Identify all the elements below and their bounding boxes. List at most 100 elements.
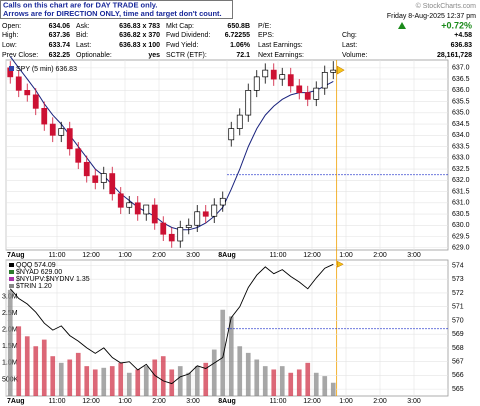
volume-bar — [271, 369, 277, 396]
candle-body — [92, 175, 99, 183]
field-value: 28,161,728 — [437, 52, 472, 59]
field-label: Mkt Cap: — [166, 23, 194, 30]
note: Calls on this chart are for DAY TRADE on… — [3, 0, 157, 9]
field-label: Bid: — [76, 32, 88, 39]
candle-body — [279, 74, 286, 80]
x-tick-label: 7Aug — [7, 398, 25, 405]
volume-bar — [152, 359, 158, 396]
y-tick-label: 573 — [452, 276, 464, 283]
legend-label: $TRIN 1.20 — [16, 283, 52, 290]
notes-box — [0, 0, 233, 19]
legend-swatch — [9, 284, 14, 288]
candle-body — [296, 85, 303, 93]
candle-body — [66, 128, 73, 150]
field-value: 633.74 — [49, 42, 71, 49]
volume-bar — [211, 349, 217, 396]
field-label: Fwd Yield: — [166, 42, 198, 49]
volume-bar — [296, 369, 302, 396]
y-tick-label: 631.0 — [452, 200, 470, 207]
y-tick-label: 571 — [452, 304, 464, 311]
volume-bar — [92, 369, 98, 396]
volume-bar — [41, 339, 47, 396]
candle-body — [126, 202, 133, 208]
candle-body — [41, 107, 48, 125]
x-tick-label: 11:00 — [270, 252, 287, 259]
x-tick-label: 1:00 — [118, 252, 132, 259]
field-value: 1.06% — [230, 42, 251, 49]
volume-bar — [16, 326, 22, 396]
x-tick-label: 12:00 — [303, 398, 321, 405]
y-tick-label: 574 — [452, 262, 464, 269]
x-tick-label: 2:00 — [373, 398, 387, 405]
field-label: P/E: — [258, 23, 271, 30]
y-tick-label: 630.0 — [452, 222, 470, 229]
volume-bar — [203, 362, 209, 396]
direction-arrow — [337, 65, 345, 75]
x-tick-label: 12:00 — [82, 252, 100, 259]
y-tick-label: 637.0 — [452, 65, 470, 72]
y-tick-label: 635.0 — [452, 110, 470, 117]
volume-bar — [254, 359, 260, 396]
volume-bar — [160, 356, 166, 396]
candle-body — [245, 90, 252, 116]
y-tick-label: 629.0 — [452, 245, 470, 252]
credit: © StockCharts.com — [416, 2, 477, 10]
field-value: 634.06 — [49, 23, 71, 30]
volume-bar — [237, 346, 243, 396]
x-tick-label: 12:00 — [303, 252, 321, 259]
x-tick-label: 3:00 — [186, 398, 200, 405]
volume-bar — [118, 362, 124, 396]
field-label: Last Earnings: — [258, 42, 303, 49]
candle-body — [32, 94, 39, 109]
candle-body — [100, 173, 107, 183]
y-tick-label: 631.5 — [452, 188, 470, 195]
y-tick-label: 635.5 — [452, 98, 470, 105]
volume-bar — [126, 372, 132, 396]
field-label: SCTR (ETF): — [166, 52, 207, 59]
y-tick-label: 629.5 — [452, 233, 470, 240]
legend-swatch — [9, 270, 14, 274]
volume-bar — [305, 362, 311, 396]
x-tick-label: 2:00 — [152, 398, 166, 405]
volume-bar — [143, 366, 149, 396]
candle-body — [321, 72, 328, 89]
volume-bar — [7, 289, 13, 396]
moving-average — [9, 56, 334, 231]
candle-body — [270, 69, 277, 80]
field-value: 636.82 x 370 — [119, 32, 160, 39]
volume-bar — [135, 369, 141, 396]
volume-bar — [67, 359, 73, 396]
candle-body — [134, 202, 141, 215]
legend-swatch — [9, 263, 14, 267]
field-label: Chg: — [342, 32, 357, 39]
volume-bar — [194, 366, 200, 396]
x-tick-label: 7Aug — [7, 252, 25, 259]
y-tick-label: 634.0 — [452, 132, 470, 139]
candle-body — [304, 92, 311, 100]
x-tick-label: 1:00 — [339, 398, 353, 405]
field-value: 72.1 — [236, 52, 250, 59]
volume-bar — [109, 366, 115, 396]
candle-body — [211, 204, 218, 217]
field-value: 636.83 x 783 — [119, 23, 160, 30]
candle-body — [287, 74, 294, 87]
candle-body — [236, 114, 243, 129]
x-tick-label: 1:00 — [339, 252, 353, 259]
field-label: High: — [2, 32, 18, 39]
legend-swatch — [9, 66, 14, 71]
y-tick-label: 632.0 — [452, 177, 470, 184]
y-tick-label: 634.5 — [452, 121, 470, 128]
candle-body — [313, 87, 320, 100]
candle-body — [228, 128, 235, 141]
candle-body — [58, 128, 65, 136]
candle-body — [117, 193, 124, 208]
candle-body — [185, 224, 192, 228]
up-arrow — [398, 22, 406, 29]
candle-body — [83, 161, 90, 177]
x-tick-label: 8Aug — [218, 252, 236, 259]
y-tick-label: 633.0 — [452, 155, 470, 162]
x-tick-label: 8Aug — [218, 398, 236, 405]
direction-arrow — [337, 260, 344, 268]
field-label: Volume: — [342, 52, 367, 59]
